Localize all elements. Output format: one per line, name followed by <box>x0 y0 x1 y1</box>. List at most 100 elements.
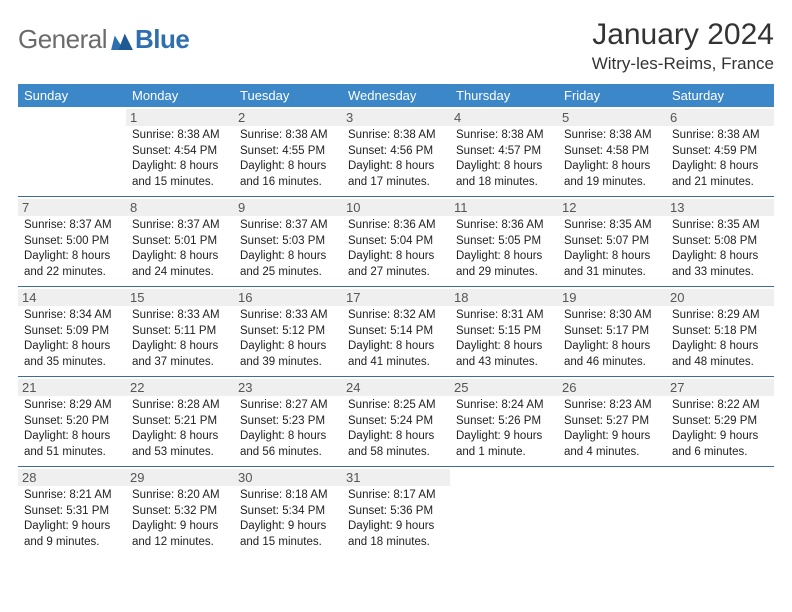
daylight-line-1: Daylight: 8 hours <box>132 159 228 175</box>
day-details: Sunrise: 8:32 AMSunset: 5:14 PMDaylight:… <box>348 308 444 370</box>
calendar-empty-cell <box>18 107 126 197</box>
calendar-week-row: 21Sunrise: 8:29 AMSunset: 5:20 PMDayligh… <box>18 377 774 467</box>
daylight-line-1: Daylight: 9 hours <box>348 519 444 535</box>
sunrise-line: Sunrise: 8:33 AM <box>132 308 228 324</box>
sunset-line: Sunset: 5:31 PM <box>24 504 120 520</box>
day-number: 7 <box>18 199 126 216</box>
sunset-line: Sunset: 5:36 PM <box>348 504 444 520</box>
day-number: 10 <box>342 199 450 216</box>
calendar-day-cell: 21Sunrise: 8:29 AMSunset: 5:20 PMDayligh… <box>18 377 126 467</box>
daylight-line-1: Daylight: 8 hours <box>132 339 228 355</box>
calendar-day-cell: 24Sunrise: 8:25 AMSunset: 5:24 PMDayligh… <box>342 377 450 467</box>
calendar-day-cell: 13Sunrise: 8:35 AMSunset: 5:08 PMDayligh… <box>666 197 774 287</box>
sunrise-line: Sunrise: 8:22 AM <box>672 398 768 414</box>
calendar-week-row: 1Sunrise: 8:38 AMSunset: 4:54 PMDaylight… <box>18 107 774 197</box>
daylight-line-2: and 15 minutes. <box>132 175 228 191</box>
daylight-line-1: Daylight: 8 hours <box>672 339 768 355</box>
daylight-line-1: Daylight: 8 hours <box>240 249 336 265</box>
day-number: 15 <box>126 289 234 306</box>
sunrise-line: Sunrise: 8:35 AM <box>564 218 660 234</box>
day-header: Wednesday <box>342 84 450 107</box>
brand-word-1: General <box>18 24 107 55</box>
sunrise-line: Sunrise: 8:38 AM <box>240 128 336 144</box>
calendar-day-cell: 19Sunrise: 8:30 AMSunset: 5:17 PMDayligh… <box>558 287 666 377</box>
calendar-day-cell: 25Sunrise: 8:24 AMSunset: 5:26 PMDayligh… <box>450 377 558 467</box>
calendar-day-cell: 28Sunrise: 8:21 AMSunset: 5:31 PMDayligh… <box>18 467 126 557</box>
daylight-line-1: Daylight: 8 hours <box>132 429 228 445</box>
daylight-line-2: and 48 minutes. <box>672 355 768 371</box>
daylight-line-2: and 29 minutes. <box>456 265 552 281</box>
sunset-line: Sunset: 5:04 PM <box>348 234 444 250</box>
day-details: Sunrise: 8:38 AMSunset: 4:57 PMDaylight:… <box>456 128 552 190</box>
daylight-line-2: and 17 minutes. <box>348 175 444 191</box>
daylight-line-2: and 56 minutes. <box>240 445 336 461</box>
daylight-line-1: Daylight: 8 hours <box>672 249 768 265</box>
sunrise-line: Sunrise: 8:21 AM <box>24 488 120 504</box>
sunset-line: Sunset: 5:08 PM <box>672 234 768 250</box>
daylight-line-1: Daylight: 8 hours <box>456 249 552 265</box>
daylight-line-2: and 6 minutes. <box>672 445 768 461</box>
day-number: 26 <box>558 379 666 396</box>
day-number: 21 <box>18 379 126 396</box>
sunset-line: Sunset: 4:57 PM <box>456 144 552 160</box>
calendar-day-cell: 6Sunrise: 8:38 AMSunset: 4:59 PMDaylight… <box>666 107 774 197</box>
day-header: Thursday <box>450 84 558 107</box>
day-details: Sunrise: 8:31 AMSunset: 5:15 PMDaylight:… <box>456 308 552 370</box>
daylight-line-1: Daylight: 8 hours <box>564 249 660 265</box>
day-details: Sunrise: 8:23 AMSunset: 5:27 PMDaylight:… <box>564 398 660 460</box>
sunset-line: Sunset: 5:07 PM <box>564 234 660 250</box>
calendar-day-cell: 7Sunrise: 8:37 AMSunset: 5:00 PMDaylight… <box>18 197 126 287</box>
calendar-day-cell: 5Sunrise: 8:38 AMSunset: 4:58 PMDaylight… <box>558 107 666 197</box>
sunset-line: Sunset: 5:14 PM <box>348 324 444 340</box>
calendar-day-cell: 1Sunrise: 8:38 AMSunset: 4:54 PMDaylight… <box>126 107 234 197</box>
day-number: 2 <box>234 109 342 126</box>
calendar-day-cell: 11Sunrise: 8:36 AMSunset: 5:05 PMDayligh… <box>450 197 558 287</box>
sunset-line: Sunset: 4:58 PM <box>564 144 660 160</box>
sunset-line: Sunset: 5:27 PM <box>564 414 660 430</box>
day-number: 28 <box>18 469 126 486</box>
daylight-line-1: Daylight: 8 hours <box>132 249 228 265</box>
day-number: 19 <box>558 289 666 306</box>
day-details: Sunrise: 8:28 AMSunset: 5:21 PMDaylight:… <box>132 398 228 460</box>
sunrise-line: Sunrise: 8:36 AM <box>348 218 444 234</box>
daylight-line-2: and 15 minutes. <box>240 535 336 551</box>
daylight-line-2: and 16 minutes. <box>240 175 336 191</box>
calendar-day-cell: 23Sunrise: 8:27 AMSunset: 5:23 PMDayligh… <box>234 377 342 467</box>
sunrise-line: Sunrise: 8:20 AM <box>132 488 228 504</box>
sunrise-line: Sunrise: 8:38 AM <box>132 128 228 144</box>
calendar-week-row: 28 Sunrise: 8:21 AMSunset: 5:31 PM Dayligh… <box>18 467 774 557</box>
day-number: 14 <box>18 289 126 306</box>
daylight-line-1: Daylight: 8 hours <box>24 339 120 355</box>
day-details: Sunrise: 8:35 AMSunset: 5:08 PMDaylight:… <box>672 218 768 280</box>
day-header: Monday <box>126 84 234 107</box>
sunrise-line: Sunrise: 8:17 AM <box>348 488 444 504</box>
calendar-day-cell: 15 Sunrise: 8:33 AMSunset: 5:11 PMDayligh… <box>126 287 234 377</box>
day-number: 20 <box>666 289 774 306</box>
day-details: Sunrise: 8:36 AMSunset: 5:04 PMDaylight:… <box>348 218 444 280</box>
calendar-day-cell: 31Sunrise: 8:17 AMSunset: 5:36 PMDayligh… <box>342 467 450 557</box>
daylight-line-2: and 4 minutes. <box>564 445 660 461</box>
sunset-line: Sunset: 5:18 PM <box>672 324 768 340</box>
calendar-week-row: 14Sunrise: 8:34 AMSunset: 5:09 PMDayligh… <box>18 287 774 377</box>
day-details: Sunrise: 8:17 AMSunset: 5:36 PMDaylight:… <box>348 488 444 550</box>
day-details: Sunrise: 8:37 AMSunset: 5:03 PMDaylight:… <box>240 218 336 280</box>
calendar-page: General Blue January 2024 Witry-les-Reim… <box>0 0 792 612</box>
sunset-line: Sunset: 4:54 PM <box>132 144 228 160</box>
day-number: 8 <box>126 199 234 216</box>
sunrise-line: Sunrise: 8:27 AM <box>240 398 336 414</box>
brand-mark-icon <box>111 30 133 50</box>
sunrise-line: Sunrise: 8:25 AM <box>348 398 444 414</box>
daylight-line-2: and 12 minutes. <box>132 535 228 551</box>
daylight-line-1: Daylight: 9 hours <box>672 429 768 445</box>
day-details: Sunrise: 8:33 AMSunset: 5:11 PMDaylight:… <box>132 308 228 370</box>
day-header: Sunday <box>18 84 126 107</box>
day-details: Sunrise: 8:38 AMSunset: 4:58 PMDaylight:… <box>564 128 660 190</box>
sunrise-line: Sunrise: 8:28 AM <box>132 398 228 414</box>
day-header: Friday <box>558 84 666 107</box>
sunrise-line: Sunrise: 8:29 AM <box>672 308 768 324</box>
day-details: Sunrise: 8:35 AMSunset: 5:07 PMDaylight:… <box>564 218 660 280</box>
day-details: Sunrise: 8:38 AMSunset: 4:59 PMDaylight:… <box>672 128 768 190</box>
calendar-day-cell: 22Sunrise: 8:28 AMSunset: 5:21 PMDayligh… <box>126 377 234 467</box>
sunrise-line: Sunrise: 8:23 AM <box>564 398 660 414</box>
sunrise-line: Sunrise: 8:37 AM <box>240 218 336 234</box>
